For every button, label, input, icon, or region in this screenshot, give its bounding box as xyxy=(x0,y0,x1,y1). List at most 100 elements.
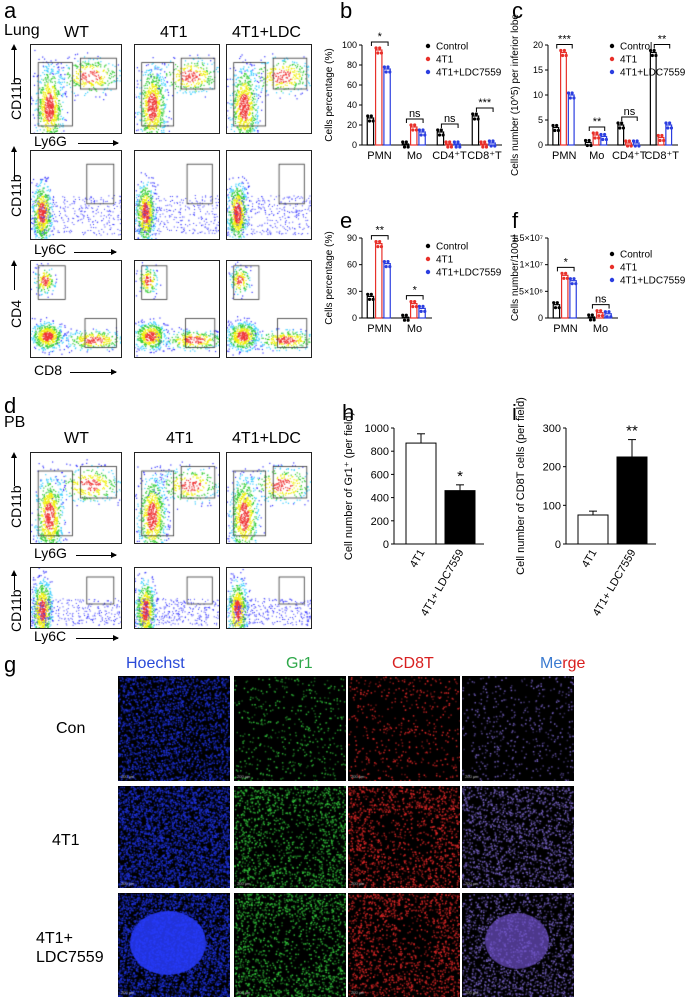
b-ytick-label: 20 xyxy=(347,120,357,130)
b-point xyxy=(476,117,480,121)
e-point xyxy=(419,309,423,313)
h-ylabel: Cell number of Gr1⁺ (per field) xyxy=(343,412,355,560)
b-point xyxy=(401,140,405,144)
b-point xyxy=(439,128,443,132)
e-point xyxy=(414,305,419,309)
h-ytick-label: 1000 xyxy=(365,423,389,435)
c-xtick-label: Mo xyxy=(589,150,604,162)
a-row2-xlabel: Ly6C xyxy=(34,241,67,257)
i-bar-0 xyxy=(577,514,609,545)
row-label-4t1-ldc-line1: 4T1+ xyxy=(36,930,73,947)
f-point xyxy=(595,309,599,313)
f-sig-label: ns xyxy=(595,294,607,306)
c-point xyxy=(595,131,599,135)
b-bar-3-0 xyxy=(471,115,480,146)
c-ytick-label: 15 xyxy=(533,65,543,75)
c-point xyxy=(629,144,633,148)
facs-d-ly6g-1 xyxy=(134,452,220,544)
b-point xyxy=(483,140,487,144)
group-label-4t1-ldc: 4T1+LDC xyxy=(232,24,301,41)
c-point xyxy=(601,137,605,142)
f-bar-1-0 xyxy=(587,316,596,319)
f-sig-bracket xyxy=(591,304,610,309)
b-point xyxy=(367,119,372,123)
b-point xyxy=(441,133,445,137)
f-point xyxy=(605,315,609,319)
group-label-4t1: 4T1 xyxy=(160,24,188,41)
d-group-label-wt: WT xyxy=(64,430,89,447)
e-point xyxy=(413,300,417,304)
e-bar-1-0 xyxy=(401,316,410,319)
c-bar-3-0 xyxy=(649,51,657,146)
e-point xyxy=(376,245,380,249)
c-ylabel: Cells number (10^5) per inferior lobe xyxy=(510,14,521,176)
c-point xyxy=(551,123,555,128)
e-legend-label: Control xyxy=(436,242,468,253)
a-row3-yarrow xyxy=(11,260,17,290)
b-point xyxy=(458,145,462,149)
b-point xyxy=(409,123,413,127)
c-point xyxy=(625,144,630,148)
f-point xyxy=(568,277,572,281)
d-row1-xarrow xyxy=(76,552,117,558)
e-bar-0-1 xyxy=(374,243,383,319)
micrograph-r2-c2 xyxy=(348,893,460,997)
b-point xyxy=(376,51,380,55)
h-xtick-label: 4T1 xyxy=(408,548,428,570)
col-header-gr1: Gr1 xyxy=(286,655,313,672)
b-point xyxy=(489,144,493,148)
e-point xyxy=(417,304,421,308)
e-legend-marker xyxy=(425,243,431,249)
e-legend-marker xyxy=(425,269,431,275)
i-xtick-label: 4T1+ LDC7559 xyxy=(591,548,639,619)
b-xtick-label: CD8⁺T xyxy=(467,150,502,162)
c-point xyxy=(635,139,639,143)
b-point xyxy=(436,128,440,132)
b-point xyxy=(472,117,477,121)
col-header-hoechst: Hoechst xyxy=(126,655,185,672)
micrograph-r0-c2 xyxy=(348,676,460,781)
e-legend-label: 4T1 xyxy=(436,255,454,266)
c-point xyxy=(618,126,622,130)
micrograph-r0-c1 xyxy=(234,676,346,781)
b-ytick-label: 0 xyxy=(352,140,357,150)
c-point xyxy=(566,91,571,95)
facs-a-ly6g-1 xyxy=(134,44,220,134)
b-sig-label: * xyxy=(378,31,383,43)
f-point xyxy=(557,306,561,310)
i-ytick-label: 200 xyxy=(543,462,561,474)
tissue-label-lung: Lung xyxy=(4,22,40,39)
b-point xyxy=(366,114,370,118)
micrograph-r2-c3 xyxy=(462,893,574,997)
b-legend-label: 4T1 xyxy=(436,55,454,66)
c-point xyxy=(587,138,591,143)
b-bar-1-1 xyxy=(409,126,418,146)
b-point xyxy=(419,133,423,137)
b-xtick-label: Mo xyxy=(407,150,422,162)
e-point xyxy=(384,265,388,269)
micrograph-r2-c1 xyxy=(234,893,346,997)
b-point xyxy=(382,65,386,69)
panel-label-h: h xyxy=(342,400,355,425)
d-row2-xlabel: Ly6C xyxy=(34,628,67,644)
a-row2-yarrow xyxy=(11,146,17,180)
facs-a-ly6g-2 xyxy=(226,44,312,134)
b-bar-1-2 xyxy=(418,131,426,146)
micrograph-r1-c1 xyxy=(234,786,346,888)
b-ytick-label: 40 xyxy=(347,100,357,110)
f-point xyxy=(560,271,564,275)
f-point xyxy=(552,301,556,305)
f-legend-label: Control xyxy=(620,250,652,261)
row-label-4t1-ldc-line2: LDC7559 xyxy=(36,949,104,966)
i-bar-1 xyxy=(616,456,648,545)
e-point xyxy=(402,318,407,322)
e-ytick-label: 0 xyxy=(352,313,357,323)
e-ytick-label: 90 xyxy=(347,233,357,243)
b-point xyxy=(491,139,495,143)
facs-a-ly6g-0 xyxy=(30,44,122,134)
d-row2-yarrow xyxy=(11,570,17,590)
c-sig-bracket xyxy=(588,126,606,131)
e-legend-label: 4T1+LDC7559 xyxy=(436,268,502,279)
f-point xyxy=(553,306,558,310)
